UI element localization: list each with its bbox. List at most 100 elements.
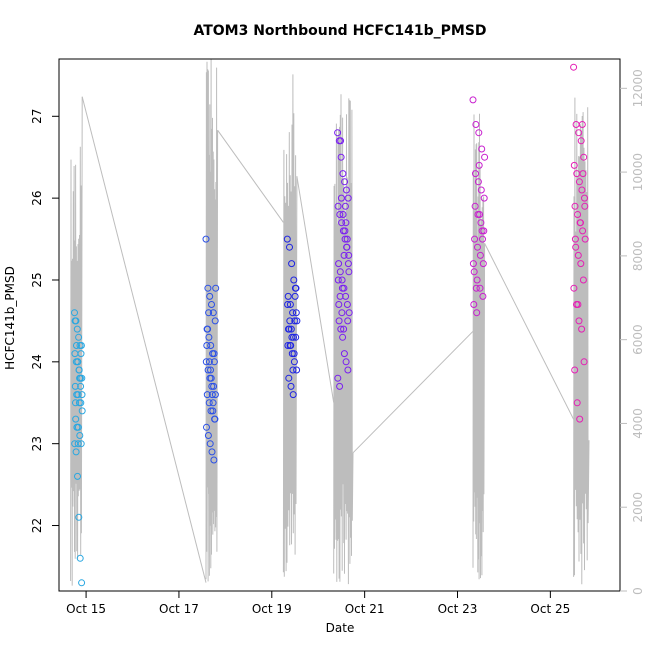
altitude-connector-line	[296, 176, 335, 403]
data-point	[74, 440, 82, 448]
data-point	[476, 251, 484, 259]
data-point	[206, 440, 214, 448]
data-point	[474, 243, 481, 251]
data-point	[335, 301, 343, 308]
altitude-flight-line	[573, 97, 590, 585]
data-point	[471, 235, 479, 243]
data-point	[579, 170, 587, 178]
data-point	[78, 391, 86, 399]
data-point	[75, 366, 83, 374]
data-point	[209, 399, 217, 407]
altitude-connector-line	[217, 129, 284, 223]
y-right-tick-label: 4000	[631, 408, 645, 439]
data-point	[205, 399, 213, 407]
data-point	[336, 382, 344, 390]
data-point	[476, 284, 484, 292]
altitude-connector-line	[352, 330, 474, 454]
data-point	[211, 317, 219, 325]
chart-title: ATOM3 Northbound HCFC141b_PMSD	[193, 23, 486, 39]
data-point	[337, 153, 345, 161]
data-point	[342, 219, 350, 227]
data-point	[472, 170, 479, 178]
data-point	[291, 317, 299, 325]
data-point	[284, 292, 292, 300]
data-point	[289, 309, 297, 317]
data-point	[580, 358, 588, 366]
data-point	[472, 121, 480, 128]
data-point	[290, 358, 298, 366]
data-point	[342, 186, 350, 194]
data-point	[291, 284, 299, 292]
data-point	[78, 374, 86, 382]
data-point	[287, 382, 295, 390]
data-point	[284, 301, 292, 308]
data-point	[341, 227, 349, 235]
data-point	[77, 399, 85, 407]
data-point	[470, 301, 478, 308]
data-point	[210, 382, 218, 390]
data-point	[479, 235, 486, 243]
data-point	[78, 407, 86, 415]
data-point	[76, 432, 84, 439]
data-point	[574, 251, 582, 259]
data-point	[573, 399, 581, 407]
data-point	[203, 423, 210, 431]
y-tick-label: 24	[30, 354, 44, 369]
data-point	[207, 374, 215, 382]
data-point	[336, 292, 344, 300]
data-point	[293, 317, 301, 325]
data-point	[336, 211, 344, 218]
data-point	[581, 194, 588, 202]
y-axis: 22 23 24 25 26 27	[30, 109, 59, 533]
data-point	[575, 178, 583, 186]
data-point	[287, 325, 295, 333]
y-right-tick-label: 6000	[631, 324, 645, 355]
x-tick-label: Oct 17	[159, 602, 199, 616]
data-point	[203, 342, 211, 349]
y-tick-label: 25	[30, 272, 44, 287]
data-point	[283, 235, 291, 243]
data-point	[337, 325, 345, 333]
data-point	[572, 243, 580, 251]
data-point	[479, 292, 487, 300]
data-point	[209, 407, 217, 415]
data-point	[287, 342, 295, 349]
data-point	[469, 96, 477, 104]
data-point	[286, 317, 294, 325]
data-point	[571, 235, 579, 243]
data-point	[286, 243, 293, 251]
altitude-flight-line	[282, 74, 298, 577]
data-point	[475, 161, 483, 169]
data-point	[339, 333, 347, 341]
data-point	[471, 202, 479, 210]
data-point	[203, 391, 211, 399]
altitude-flight-line	[472, 113, 486, 580]
data-point	[473, 276, 481, 284]
data-point	[581, 235, 589, 243]
data-point	[293, 366, 301, 374]
data-point	[340, 325, 348, 333]
data-point	[337, 137, 345, 145]
data-point	[577, 137, 585, 145]
data-point	[480, 194, 488, 202]
data-point	[570, 161, 578, 169]
data-point	[73, 325, 81, 333]
data-point	[571, 202, 579, 210]
data-point	[290, 276, 298, 284]
data-point	[204, 325, 212, 333]
data-point	[575, 317, 583, 325]
data-point	[205, 309, 213, 317]
data-point	[479, 260, 487, 268]
data-point	[576, 415, 584, 423]
data-point	[210, 358, 218, 366]
data-point	[474, 178, 482, 186]
data-point	[336, 268, 344, 276]
y-tick-label: 27	[30, 109, 44, 124]
data-point	[334, 129, 342, 137]
data-point	[202, 358, 210, 366]
data-point	[71, 382, 79, 390]
data-point	[78, 579, 86, 587]
data-point	[340, 251, 348, 259]
data-point	[341, 202, 349, 210]
data-point	[343, 301, 351, 308]
